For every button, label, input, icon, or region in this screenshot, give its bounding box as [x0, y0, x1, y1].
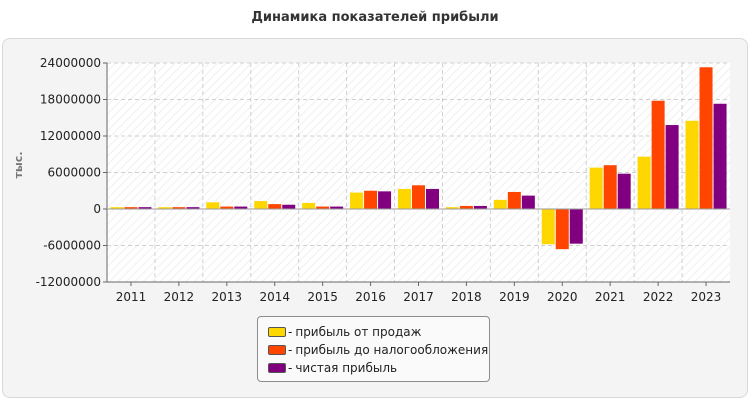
bar-2011-series-1	[110, 207, 124, 209]
x-tick-label: 2020	[547, 290, 578, 304]
bar-2013-series-1	[206, 202, 220, 209]
bar-2016-series-1	[350, 192, 364, 209]
bar-2015-series-3	[330, 206, 344, 209]
bar-2011-series-2	[124, 207, 138, 209]
legend-dash: -	[288, 361, 293, 375]
x-tick-label: 2019	[499, 290, 530, 304]
legend-label-sales: прибыль от продаж	[295, 325, 422, 339]
legend-item-net: - чистая прибыль	[268, 359, 489, 377]
legend-swatch-sales	[268, 327, 286, 337]
bar-2014-series-1	[254, 201, 268, 209]
bar-2015-series-1	[302, 202, 316, 209]
bar-2017-series-1	[398, 188, 411, 209]
bar-2023-series-2	[699, 67, 713, 209]
y-tick-label: 0	[93, 202, 101, 216]
legend-dash: -	[288, 343, 293, 357]
bar-2021-series-3	[617, 173, 631, 209]
bar-2017-series-3	[426, 188, 439, 209]
legend-item-pretax: - прибыль до налогообложения	[268, 341, 489, 359]
x-tick-label: 2017	[403, 290, 434, 304]
y-tick-label: -12000000	[36, 275, 101, 289]
bar-2014-series-3	[282, 204, 296, 209]
legend-label-net: чистая прибыль	[295, 361, 398, 375]
y-tick-label: 18000000	[40, 93, 101, 107]
bar-2017-series-2	[412, 185, 425, 209]
y-tick-label: 24000000	[40, 56, 101, 70]
y-axis-label: тыс.	[12, 151, 25, 178]
bar-2013-series-2	[220, 206, 234, 209]
bar-2015-series-2	[316, 206, 330, 209]
x-tick-label: 2011	[116, 290, 147, 304]
bar-2022-series-1	[637, 156, 651, 209]
bar-2013-series-3	[234, 206, 248, 209]
bar-2021-series-2	[603, 165, 617, 209]
legend-label-pretax: прибыль до налогообложения	[295, 343, 489, 357]
y-tick-label: -6000000	[43, 239, 101, 253]
bar-2019-series-1	[493, 199, 507, 209]
bar-2016-series-2	[364, 190, 378, 209]
bar-2020-series-2	[555, 209, 569, 250]
bar-2012-series-1	[158, 207, 172, 209]
chart-title: Динамика показателей прибыли	[251, 10, 499, 25]
bar-2021-series-1	[589, 167, 603, 209]
bar-2019-series-2	[507, 191, 521, 209]
bar-2011-series-3	[138, 207, 152, 209]
x-tick-label: 2022	[643, 290, 674, 304]
bar-2020-series-1	[541, 209, 555, 245]
bar-2023-series-1	[685, 120, 699, 209]
y-tick-label: 12000000	[40, 129, 101, 143]
legend: - прибыль от продаж - прибыль до налогоо…	[257, 316, 490, 382]
x-tick-label: 2014	[259, 290, 290, 304]
bar-2018-series-3	[473, 205, 487, 209]
bar-2022-series-3	[665, 125, 679, 209]
bar-2018-series-2	[459, 205, 473, 209]
legend-swatch-pretax	[268, 345, 286, 355]
bar-2018-series-1	[445, 207, 459, 209]
x-tick-label: 2015	[307, 290, 338, 304]
bar-2016-series-3	[378, 191, 392, 209]
bar-2012-series-2	[172, 207, 186, 209]
bars	[110, 67, 727, 250]
x-tick-label: 2021	[595, 290, 626, 304]
x-tick-label: 2013	[212, 290, 243, 304]
bar-2012-series-3	[186, 207, 200, 209]
legend-item-sales: - прибыль от продаж	[268, 323, 489, 341]
bar-2020-series-3	[569, 209, 583, 244]
x-tick-label: 2023	[691, 290, 722, 304]
x-tick-label: 2012	[164, 290, 195, 304]
legend-dash: -	[288, 325, 293, 339]
bar-2023-series-3	[713, 103, 727, 209]
y-tick-label: 6000000	[48, 166, 101, 180]
bar-2022-series-2	[651, 100, 665, 209]
legend-swatch-net	[268, 363, 286, 373]
bar-2014-series-2	[268, 204, 282, 209]
axes: 24000000 18000000 12000000 6000000 0 -6000000…	[36, 56, 730, 304]
bar-2019-series-3	[521, 195, 535, 209]
x-tick-label: 2016	[355, 290, 386, 304]
x-tick-label: 2018	[451, 290, 482, 304]
